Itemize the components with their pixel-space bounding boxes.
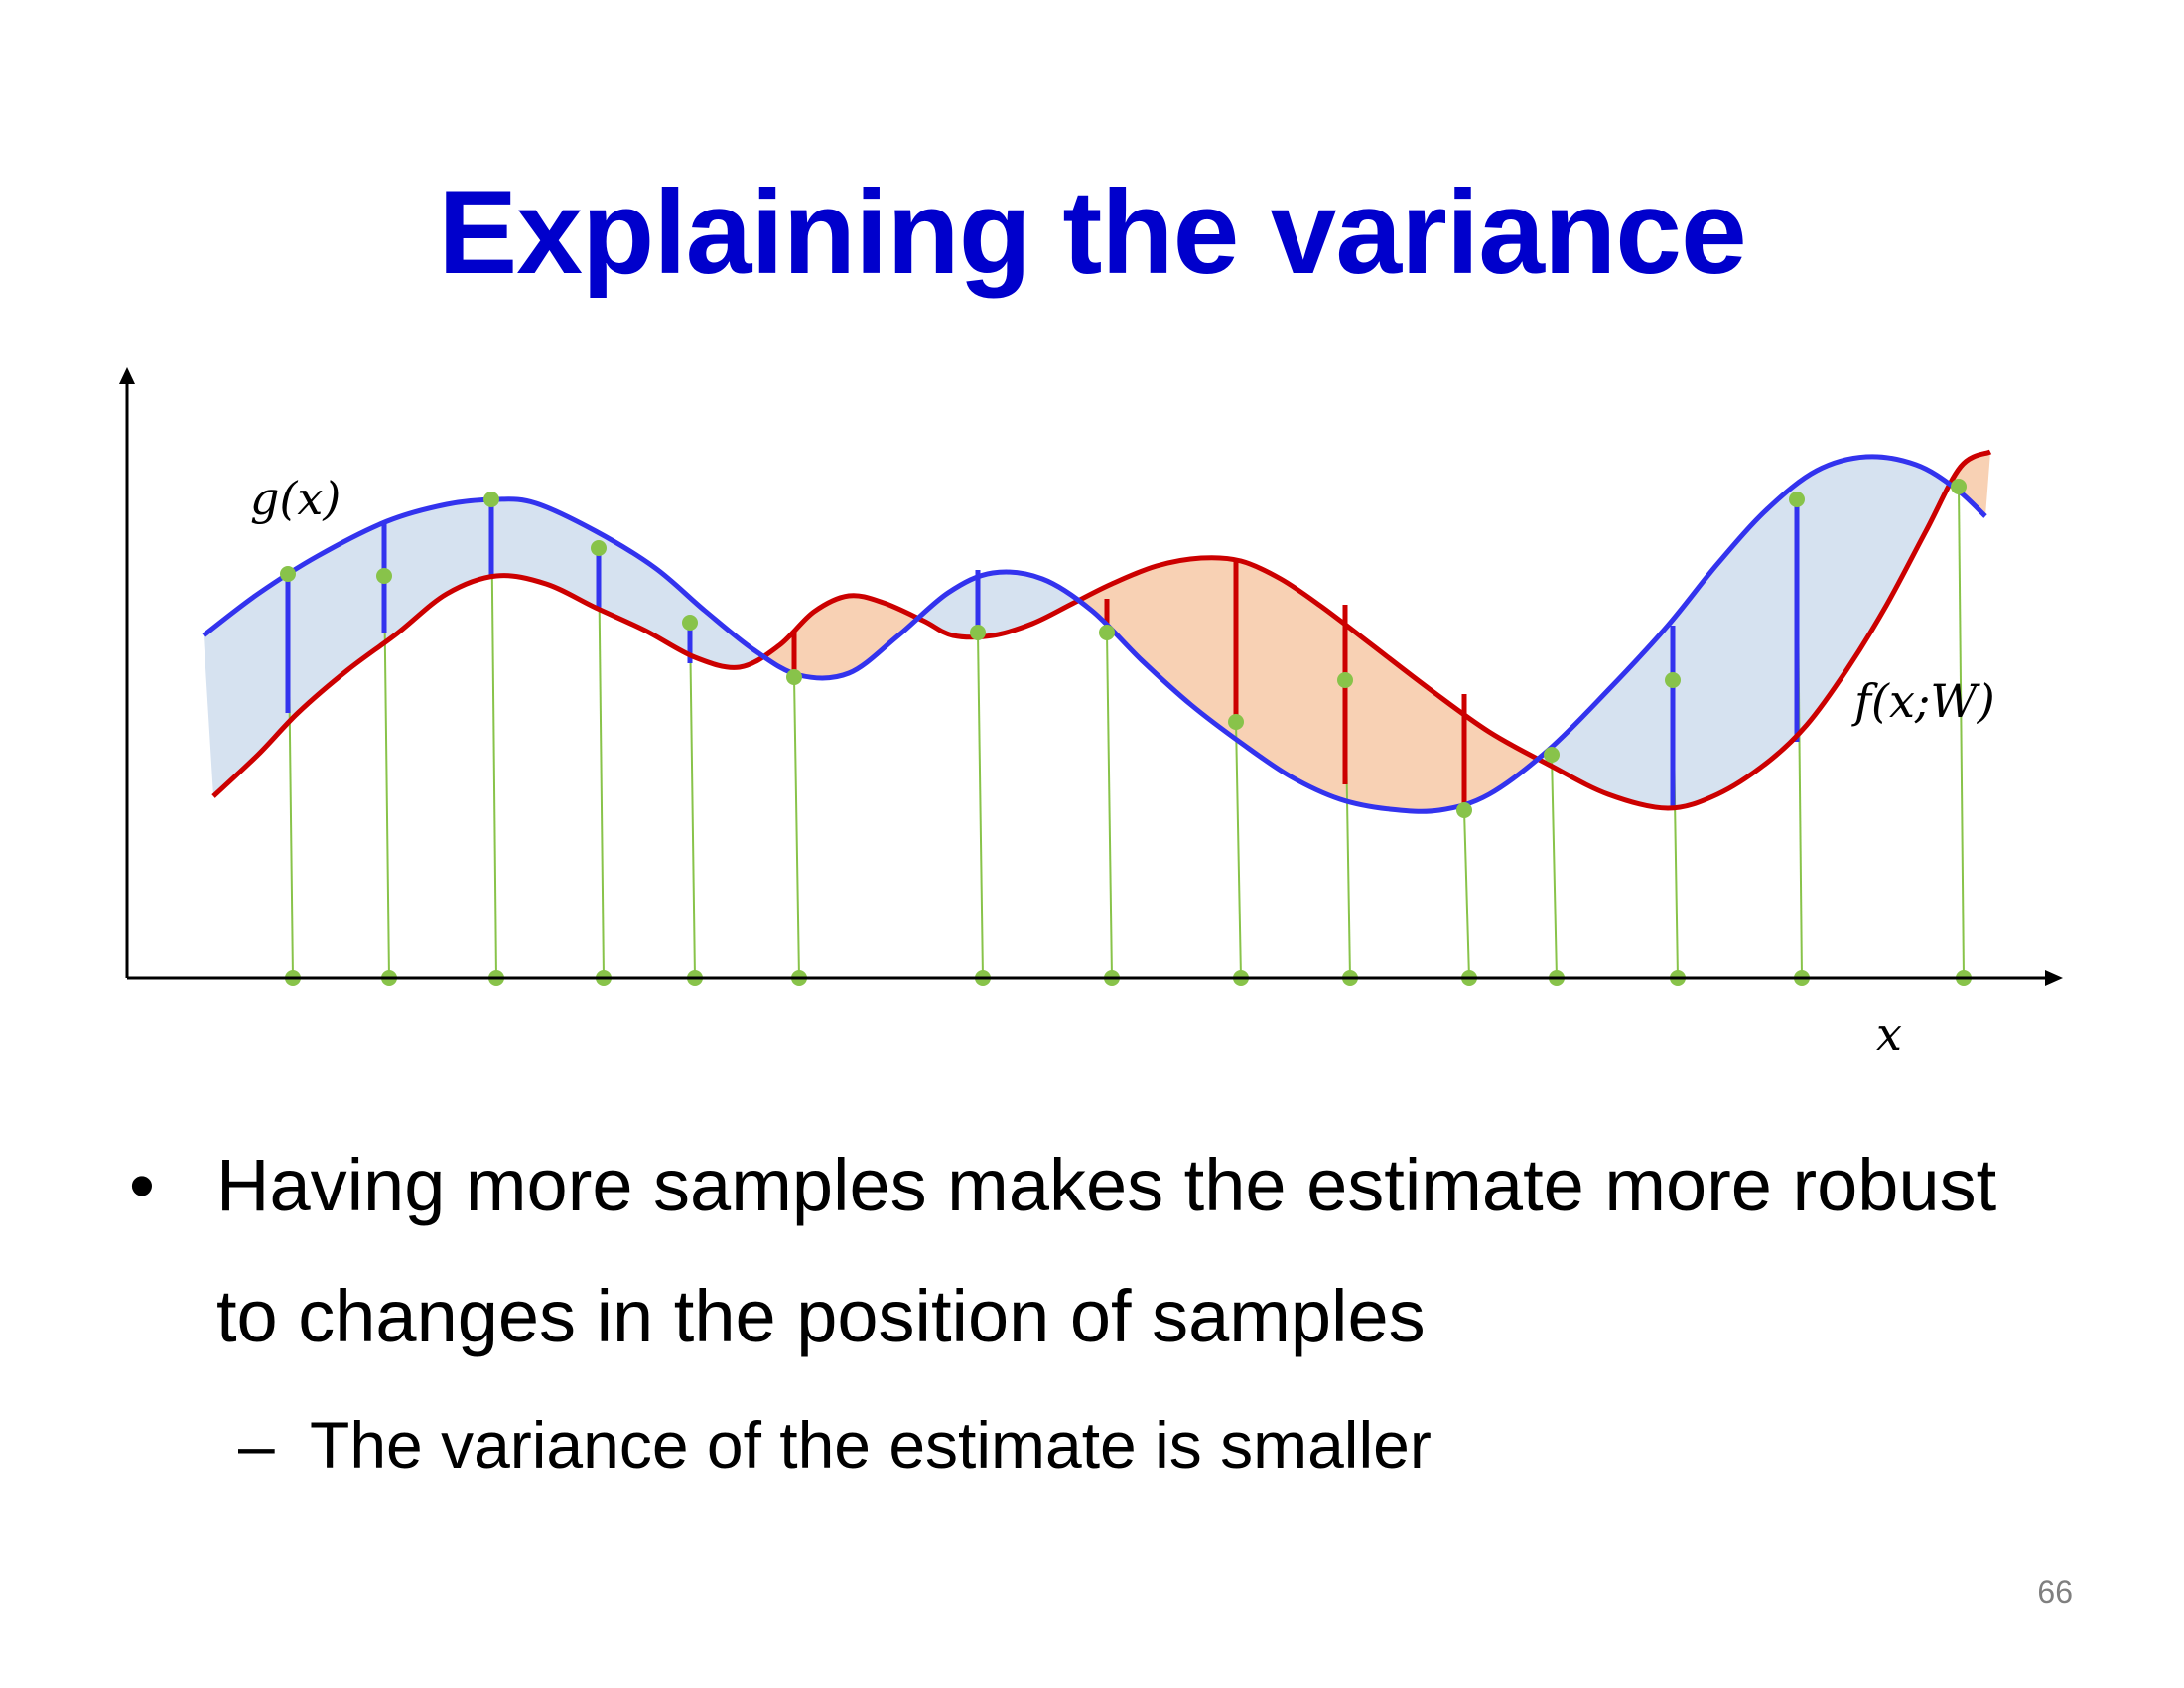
sample-curve-dot-10: [1337, 672, 1353, 688]
sample-line-7: [977, 632, 984, 979]
sample-curve-dot-3: [483, 492, 499, 507]
sample-line-8: [1106, 632, 1113, 979]
f-curve: [211, 449, 1992, 811]
sample-line-11: [1463, 809, 1470, 979]
sample-curve-dot-7: [970, 625, 986, 640]
label-f: f(x;W): [1851, 674, 1995, 728]
sample-line-12: [1551, 754, 1558, 979]
sample-curve-dot-6: [786, 669, 802, 685]
page-number: 66: [2037, 1574, 2073, 1610]
x-axis-arrowhead: [2045, 970, 2063, 986]
sub-bullet-1-text: The variance of the estimate is smaller: [310, 1408, 1432, 1481]
sample-curve-dot-9: [1228, 714, 1244, 730]
bullet-1-text: Having more samples makes the estimate m…: [216, 1144, 1997, 1357]
fill-g-above-region: [204, 456, 1990, 812]
bullet-1-marker: •: [129, 1144, 155, 1226]
sample-curve-dot-5: [682, 615, 698, 631]
sample-line-9: [1235, 721, 1242, 979]
y-axis-arrowhead: [119, 367, 135, 384]
slide-title: Explaining the variance: [438, 166, 1746, 299]
sample-curve-dot-4: [591, 540, 607, 556]
sample-curve-dot-14: [1789, 492, 1805, 507]
sample-line-6: [793, 676, 800, 979]
sample-curve-dot-8: [1099, 625, 1115, 640]
sample-line-4: [598, 547, 605, 979]
g-curve: [202, 454, 1987, 814]
sample-curve-dot-12: [1544, 747, 1560, 763]
sample-curve-dot-13: [1665, 672, 1681, 688]
sample-line-3: [490, 498, 497, 979]
sample-curve-dot-1: [280, 566, 296, 582]
sample-curve-dot-15: [1951, 479, 1967, 494]
difference-bars: [285, 499, 1800, 810]
sample-curve-dot-11: [1456, 802, 1472, 818]
axes: [119, 367, 2063, 986]
label-x: x: [1876, 1007, 1902, 1060]
sub-bullet-1-marker: –: [238, 1408, 275, 1481]
sample-curve-dot-2: [376, 568, 392, 584]
label-g: g(x): [250, 472, 341, 525]
sample-line-15: [1958, 486, 1965, 979]
variance-diagram: g(x) f(x;W) x: [119, 367, 2063, 1060]
sample-line-5: [689, 622, 696, 979]
